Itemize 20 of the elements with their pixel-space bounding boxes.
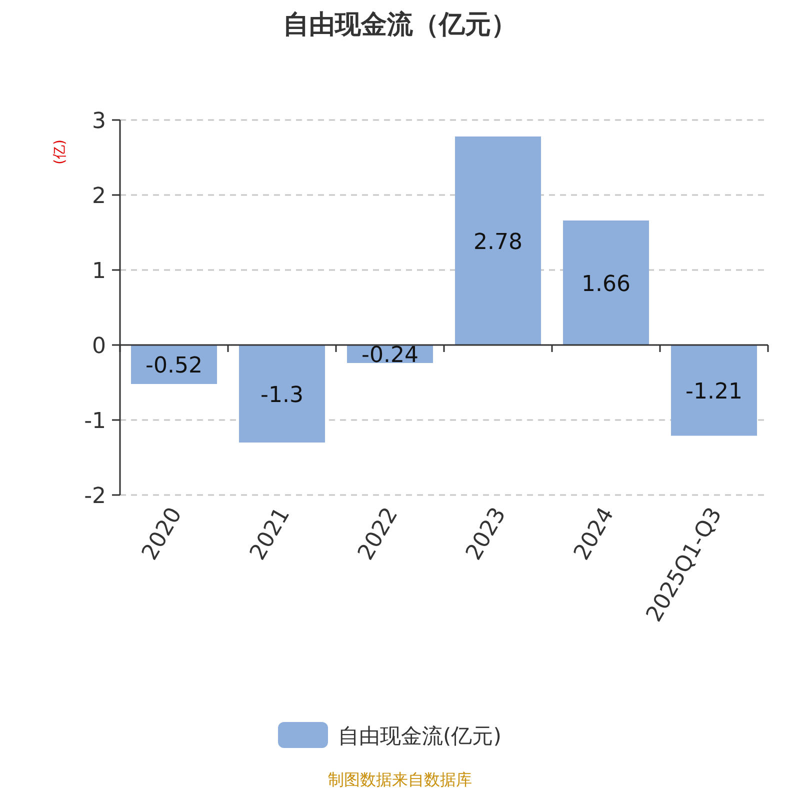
data-label: 2.78 xyxy=(474,230,522,255)
y-axis-title: (亿) xyxy=(52,140,68,164)
y-tick-label: 0 xyxy=(92,334,106,359)
y-tick-label: 3 xyxy=(92,109,106,134)
text: 制图数据来自数据库 xyxy=(328,770,472,789)
data-label: 1.66 xyxy=(582,272,630,297)
y-tick-label: 1 xyxy=(92,259,106,284)
data-label: -0.24 xyxy=(362,343,418,368)
y-tick-label: -1 xyxy=(84,409,106,434)
data-label: -0.52 xyxy=(146,354,202,378)
legend-label: 自由现金流(亿元) xyxy=(338,724,502,748)
data-label: -1.3 xyxy=(260,382,304,408)
chart-title: 自由现金流（亿元） xyxy=(283,10,517,40)
bar xyxy=(239,345,325,442)
y-tick-label: -2 xyxy=(84,484,106,509)
bar xyxy=(563,220,649,345)
bar xyxy=(671,345,757,436)
bar xyxy=(455,136,541,345)
data-label: -1.21 xyxy=(686,379,742,404)
y-tick-label: 2 xyxy=(92,184,106,209)
